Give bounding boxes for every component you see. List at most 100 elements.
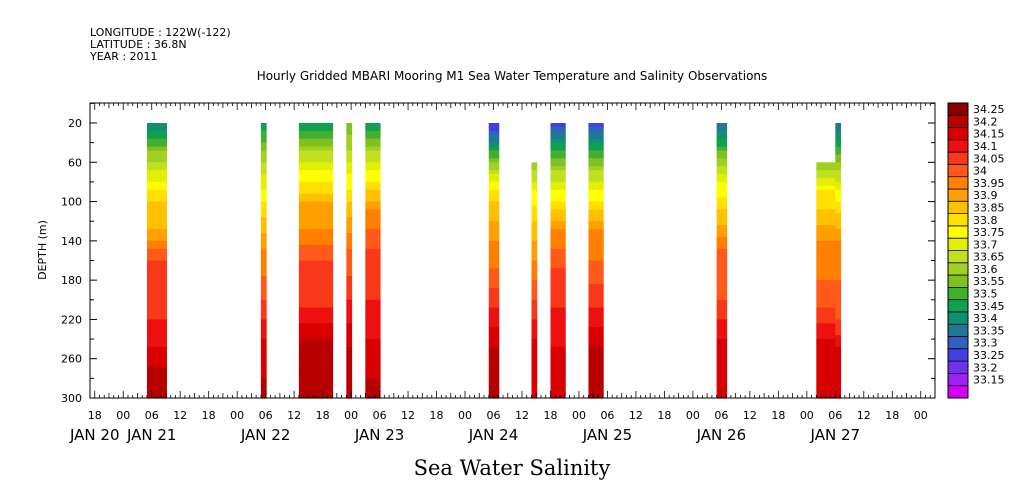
salinity-cell	[816, 390, 837, 395]
salinity-cell	[365, 366, 381, 372]
salinity-cell	[835, 394, 842, 399]
salinity-cell	[588, 236, 604, 242]
salinity-cell	[365, 303, 381, 309]
salinity-cell	[488, 331, 500, 336]
salinity-cell	[531, 213, 538, 218]
colorbar-swatch	[948, 189, 968, 202]
colorbar-label: 34.2	[973, 115, 998, 128]
salinity-cell	[816, 236, 837, 242]
salinity-cell	[146, 244, 167, 250]
salinity-cell	[835, 236, 842, 242]
colorbar-swatch	[948, 287, 968, 301]
salinity-cell	[716, 264, 728, 269]
salinity-cell	[816, 323, 837, 328]
salinity-cell	[531, 323, 538, 328]
salinity-cell	[550, 366, 566, 372]
colorbar-label: 33.75	[973, 226, 1005, 239]
salinity-cell	[146, 225, 167, 230]
salinity-cell	[146, 386, 167, 391]
salinity-cell	[260, 339, 267, 344]
salinity-cell	[346, 197, 353, 203]
salinity-cell	[716, 331, 728, 336]
salinity-cell	[146, 339, 167, 344]
salinity-cell	[588, 390, 604, 395]
x-tick-label: 18	[316, 409, 330, 422]
salinity-cell	[588, 201, 604, 207]
colorbar-label: 33.2	[973, 361, 998, 374]
x-tick-label: 18	[88, 409, 102, 422]
salinity-cell	[298, 280, 334, 285]
salinity-cell	[488, 291, 500, 297]
salinity-cell	[550, 174, 566, 179]
salinity-cell	[588, 134, 604, 140]
salinity-cell	[816, 280, 837, 285]
salinity-cell	[365, 291, 381, 297]
salinity-cell	[298, 272, 334, 277]
salinity-cell	[260, 193, 267, 199]
salinity-cell	[488, 276, 500, 281]
salinity-cell	[488, 130, 500, 136]
salinity-cell	[531, 358, 538, 364]
salinity-cell	[531, 229, 538, 234]
salinity-cell	[531, 288, 538, 293]
salinity-cell	[365, 252, 381, 258]
salinity-cell	[298, 284, 334, 289]
salinity-cell	[550, 181, 566, 187]
salinity-cell	[835, 197, 842, 203]
salinity-cell	[531, 240, 538, 246]
salinity-cell	[588, 268, 604, 273]
salinity-cell	[550, 264, 566, 269]
salinity-cell	[146, 390, 167, 395]
salinity-cell	[346, 288, 353, 293]
salinity-cell	[260, 319, 267, 324]
salinity-cell	[146, 174, 167, 179]
salinity-cell	[346, 170, 353, 175]
salinity-cell	[260, 311, 267, 317]
salinity-cell	[588, 331, 604, 336]
salinity-cell	[716, 130, 728, 136]
salinity-cell	[588, 307, 604, 313]
colorbar-label: 33.9	[973, 189, 998, 202]
colorbar-label: 33.45	[973, 300, 1005, 313]
salinity-cell	[835, 217, 842, 222]
salinity-cell	[531, 225, 538, 230]
salinity-cell	[550, 205, 566, 211]
salinity-cell	[260, 343, 267, 348]
salinity-cell	[835, 366, 842, 372]
salinity-cell	[260, 299, 267, 305]
salinity-cell	[298, 327, 334, 332]
salinity-cell	[716, 221, 728, 226]
salinity-cell	[298, 394, 334, 399]
x-tick-label: 12	[629, 409, 643, 422]
salinity-cell	[588, 142, 604, 148]
salinity-cell	[835, 382, 842, 387]
colorbar-label: 34.25	[973, 103, 1005, 116]
salinity-cell	[365, 311, 381, 317]
salinity-cell	[835, 319, 842, 324]
salinity-cell	[298, 244, 334, 250]
salinity-cell	[716, 248, 728, 254]
salinity-cell	[488, 323, 500, 328]
salinity-cell	[365, 370, 381, 376]
salinity-cell	[298, 303, 334, 309]
salinity-cell	[488, 386, 500, 391]
salinity-cell	[550, 268, 566, 273]
salinity-cell	[146, 268, 167, 273]
salinity-cell	[365, 362, 381, 368]
salinity-cell	[835, 288, 842, 293]
salinity-cell	[298, 146, 334, 152]
salinity-cell	[365, 213, 381, 218]
salinity-cell	[816, 343, 837, 348]
salinity-cell	[488, 142, 500, 148]
salinity-cell	[816, 295, 837, 301]
colorbar-label: 33.25	[973, 349, 1005, 362]
salinity-cell	[816, 248, 837, 254]
salinity-cell	[531, 370, 538, 376]
salinity-cell	[298, 390, 334, 395]
salinity-cell	[816, 170, 837, 175]
salinity-cell	[346, 252, 353, 258]
salinity-cell	[346, 386, 353, 391]
salinity-cell	[550, 307, 566, 313]
salinity-cell	[835, 201, 842, 207]
